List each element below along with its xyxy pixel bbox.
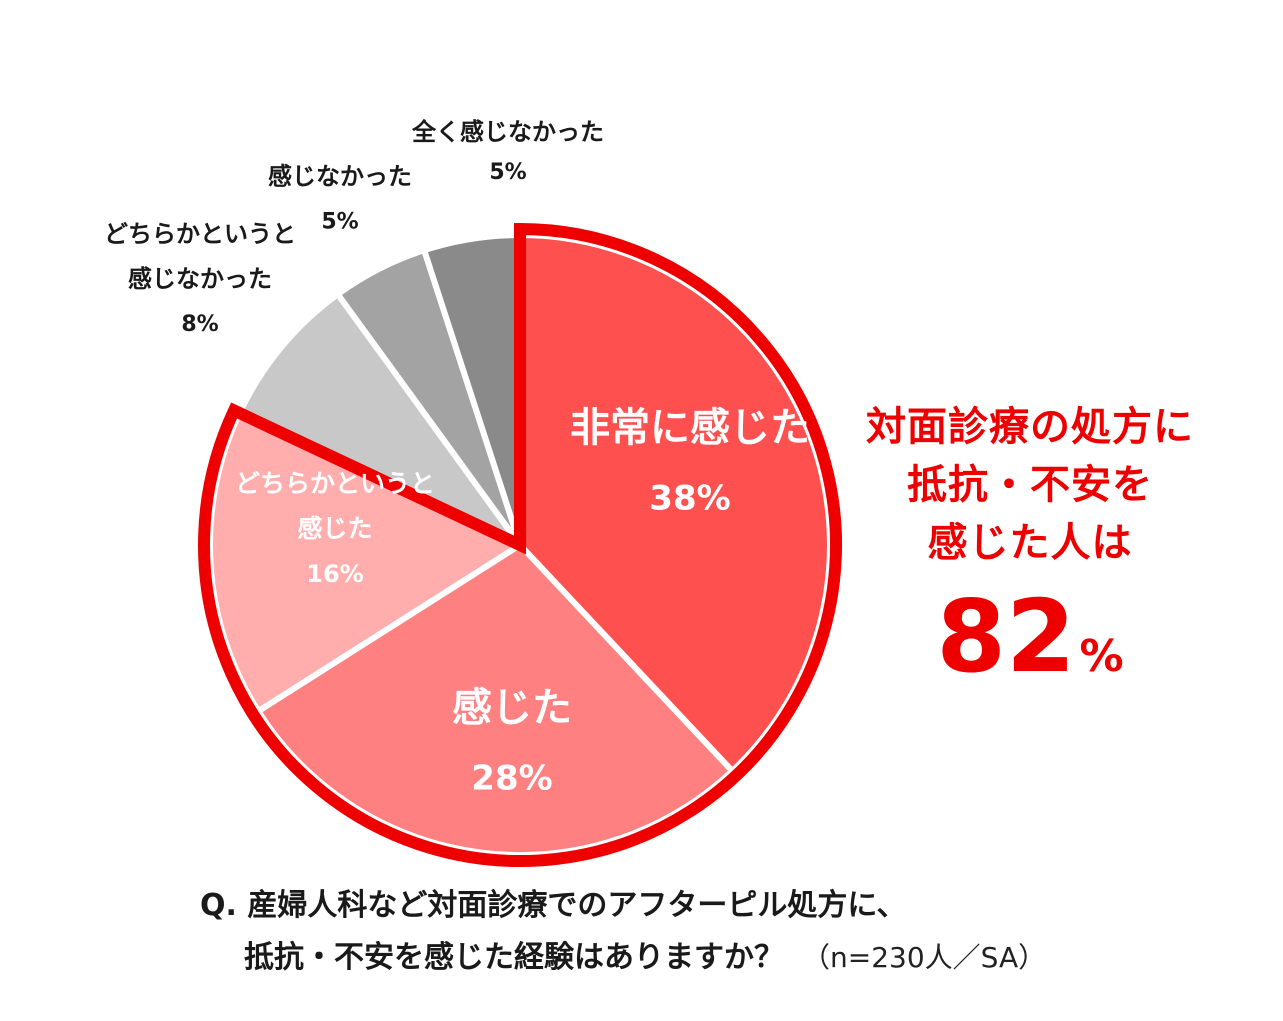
sample-size: （n=230人／SA） <box>802 941 1047 974</box>
slice-value-4: 8% <box>181 312 218 337</box>
callout-summary: 対面診療の処方に 抵抗・不安を 感じた人は 82% <box>860 398 1200 721</box>
slice-label-1-line-1: 非常に感じた <box>570 405 810 451</box>
callout-line-1: 対面診療の処方に <box>866 404 1194 450</box>
slice-value-2: 28% <box>471 759 552 799</box>
slice-label-5-line-1: 感じなかった <box>268 163 412 191</box>
pie-slice-3 <box>207 410 523 715</box>
slice-value-3: 16% <box>306 560 363 588</box>
callout-figure: 82% <box>860 582 1200 721</box>
callout-line-2: 抵抗・不安を <box>907 462 1153 508</box>
pie-slice-4 <box>236 291 523 548</box>
question-text: Q. 産婦人科など対面診療でのアフターピル処方に、 抵抗・不安を感じた経験はあり… <box>200 880 1046 984</box>
callout-value: 82 <box>936 578 1076 695</box>
pie-slice-1 <box>517 232 833 774</box>
slice-label-3-line-2: 感じた <box>297 514 372 543</box>
slice-value-1: 38% <box>649 479 730 519</box>
slice-label-4-line-2: 感じなかった <box>128 265 272 293</box>
highlight-outline <box>198 222 842 867</box>
callout-line-3: 感じた人は <box>927 520 1133 566</box>
question-line-1: Q. 産婦人科など対面診療でのアフターピル処方に、 <box>200 888 907 923</box>
slice-value-5: 5% <box>321 210 358 235</box>
question-line-2-text: 抵抗・不安を感じた経験はありますか？ <box>244 940 784 975</box>
slice-label-3-line-1: どちらかというと <box>235 469 435 498</box>
callout-unit: % <box>1079 631 1124 682</box>
question-line-2: 抵抗・不安を感じた経験はありますか？ （n=230人／SA） <box>200 932 1046 984</box>
slice-label-6-line-1: 全く感じなかった <box>411 118 604 146</box>
slice-label-4-line-1: どちらかというと <box>104 220 296 248</box>
slice-label-2-line-1: 感じた <box>452 685 572 731</box>
slice-value-6: 5% <box>489 160 526 185</box>
pie-slice-2 <box>255 542 736 858</box>
